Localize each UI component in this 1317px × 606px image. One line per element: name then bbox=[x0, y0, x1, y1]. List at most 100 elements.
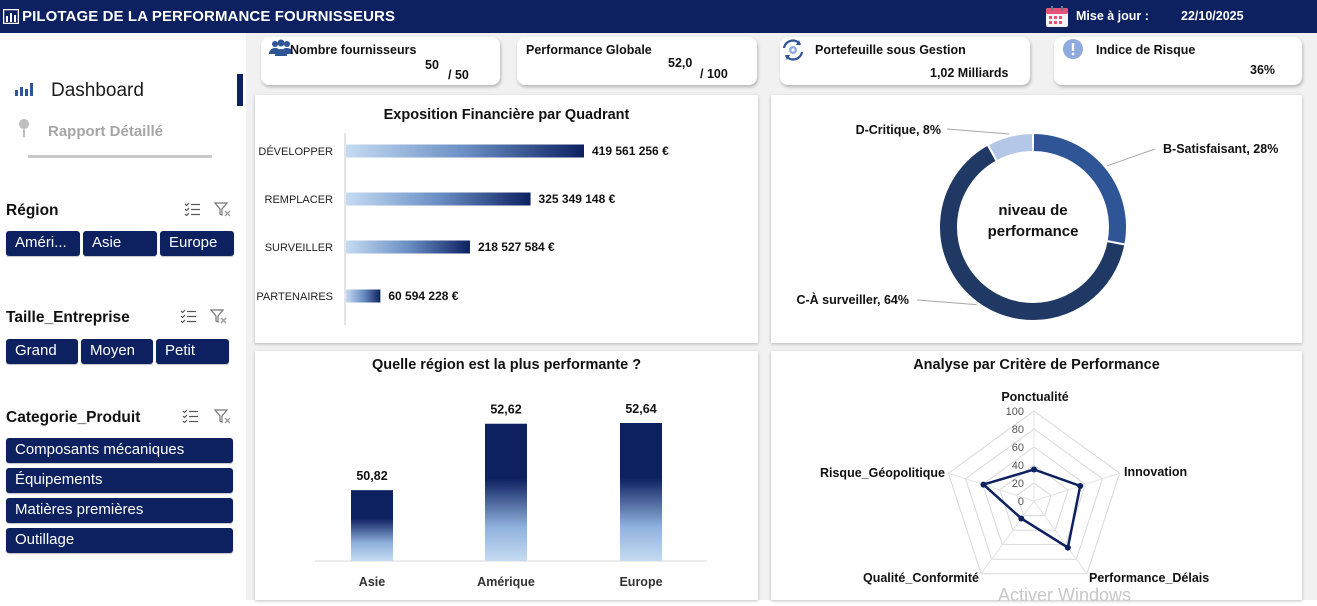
leader-line bbox=[916, 299, 977, 306]
size-slicer-title: Taille_Entreprise bbox=[6, 309, 130, 326]
chart-title: Quelle région est la plus performante ? bbox=[371, 357, 642, 373]
category-label: PARTENAIRES bbox=[256, 291, 333, 303]
category-label: DÉVELOPPER bbox=[258, 145, 333, 158]
multi-select-icon[interactable] bbox=[180, 309, 197, 323]
slicer-item-size-1[interactable]: Moyen bbox=[81, 339, 153, 364]
kpi-label: Portefeuille sous Gestion bbox=[815, 43, 966, 57]
slice-label: B-Satisfaisant, 28% bbox=[1163, 142, 1278, 156]
kpi-value: 50 bbox=[425, 58, 439, 72]
donut-center-text: niveau de bbox=[998, 202, 1067, 219]
radar-tick-label: 40 bbox=[1012, 460, 1024, 472]
bar bbox=[346, 144, 584, 158]
slicer-item-category-2[interactable]: Matières premières bbox=[6, 498, 233, 523]
kpi-suffix: / 100 bbox=[700, 67, 728, 81]
radar-grid-ring bbox=[999, 464, 1069, 531]
slicer-item-region-2[interactable]: Europe bbox=[160, 231, 234, 256]
kpi-value: 52,0 bbox=[668, 56, 693, 70]
kpi-suffix: / 50 bbox=[448, 68, 469, 82]
radar-tick-label: 0 bbox=[1018, 496, 1024, 508]
bar bbox=[620, 423, 662, 561]
slicer-item-size-2[interactable]: Petit bbox=[156, 339, 229, 364]
kpi-label: Nombre fournisseurs bbox=[290, 43, 417, 57]
bar bbox=[346, 192, 531, 206]
radar-axis-label: Qualité_Conformité bbox=[863, 571, 979, 585]
radar-spoke bbox=[1033, 500, 1088, 575]
kpi-value: 1,02 Milliards bbox=[930, 66, 1009, 80]
calendar-icon bbox=[1046, 6, 1068, 27]
donut-slice bbox=[986, 131, 1034, 163]
donut-center-text: performance bbox=[988, 223, 1079, 240]
criteria-radar-panel: Analyse par Critère de Performance 0 20 40… bbox=[771, 351, 1302, 600]
kpi-card-portfolio: Portefeuille sous Gestion 1,02 Milliards bbox=[780, 37, 1030, 85]
update-date: 22/10/2025 bbox=[1181, 9, 1244, 23]
radar-axis-label: Ponctualité bbox=[1001, 390, 1068, 404]
data-label: 325 349 148 € bbox=[539, 192, 616, 206]
nav-dashboard[interactable]: Dashboard bbox=[51, 80, 144, 101]
performance-donut-panel: B-Satisfaisant, 28% C-À surveiller, 64% D-… bbox=[771, 95, 1302, 343]
chart-title: Exposition Financière par Quadrant bbox=[383, 107, 630, 123]
exposure-chart-panel: Exposition Financière par Quadrant DÉVEL… bbox=[255, 95, 758, 343]
users-icon bbox=[269, 39, 293, 56]
radar-grid-ring bbox=[1016, 482, 1052, 517]
radar-spoke bbox=[980, 500, 1035, 575]
radar-point bbox=[1077, 482, 1084, 489]
category-label: REMPLACER bbox=[265, 194, 334, 206]
radar-point bbox=[980, 481, 987, 488]
clear-filter-icon[interactable] bbox=[214, 202, 231, 217]
radar-tick-label: 60 bbox=[1012, 442, 1024, 454]
clear-filter-icon[interactable] bbox=[214, 409, 231, 424]
kpi-value: 36% bbox=[1250, 63, 1276, 77]
category-label: Europe bbox=[619, 575, 662, 589]
region-slicer-title: Région bbox=[6, 202, 59, 219]
data-label: 52,62 bbox=[490, 403, 521, 417]
slicer-item-region-1[interactable]: Asie bbox=[83, 231, 157, 256]
slice-label: C-À surveiller, 64% bbox=[796, 292, 909, 307]
radar-series-line bbox=[981, 468, 1082, 550]
bar bbox=[485, 423, 527, 561]
windows-activation-watermark: Activer Windows bbox=[998, 585, 1132, 605]
slicer-item-region-0[interactable]: Améri... bbox=[6, 231, 80, 256]
kpi-card-performance: Performance Globale 52,0 / 100 bbox=[517, 37, 757, 85]
category-slicer-title: Categorie_Produit bbox=[6, 409, 141, 426]
chart-title: Analyse par Critère de Performance bbox=[913, 357, 1160, 373]
radar-grid-ring bbox=[964, 428, 1104, 560]
radar-point bbox=[1064, 544, 1071, 551]
region-chart-panel: Quelle région est la plus performante ? … bbox=[255, 351, 758, 600]
kpi-card-risk: Indice de Risque 36% bbox=[1054, 37, 1302, 85]
leader-line bbox=[1106, 148, 1156, 167]
refresh-gear-icon bbox=[782, 39, 804, 61]
slicer-item-category-3[interactable]: Outillage bbox=[6, 528, 233, 553]
pin-icon bbox=[19, 119, 29, 137]
header-bar: PILOTAGE DE LA PERFORMANCE FOURNISSEURS … bbox=[0, 0, 1317, 33]
data-label: 50,82 bbox=[356, 469, 387, 483]
radar-tick-label: 20 bbox=[1012, 478, 1024, 490]
radar-spoke bbox=[948, 472, 1035, 502]
slicer-item-category-0[interactable]: Composants mécaniques bbox=[6, 438, 233, 463]
radar-tick-label: 80 bbox=[1012, 424, 1024, 436]
nav-divider bbox=[28, 155, 212, 158]
bar bbox=[351, 490, 393, 561]
exclamation-circle-icon bbox=[1063, 39, 1083, 59]
slicer-item-category-1[interactable]: Équipements bbox=[6, 468, 233, 493]
radar-spoke bbox=[1033, 472, 1120, 502]
dashboard-logo-icon bbox=[3, 9, 19, 24]
data-label: 419 561 256 € bbox=[592, 144, 669, 158]
radar-grid-ring bbox=[947, 410, 1121, 575]
kpi-label: Performance Globale bbox=[526, 43, 652, 57]
category-label: Asie bbox=[359, 575, 385, 589]
slice-label: D-Critique, 8% bbox=[856, 123, 941, 137]
nav-detailed-report[interactable]: Rapport Détaillé bbox=[48, 123, 164, 140]
radar-point bbox=[1031, 466, 1037, 473]
category-label: SURVEILLER bbox=[265, 242, 333, 254]
clear-filter-icon[interactable] bbox=[210, 309, 227, 324]
slicer-item-size-0[interactable]: Grand bbox=[6, 339, 78, 364]
radar-axis-label: Risque_Géopolitique bbox=[820, 466, 945, 480]
data-label: 52,64 bbox=[625, 402, 656, 416]
multi-select-icon[interactable] bbox=[184, 202, 201, 216]
bar bbox=[346, 289, 381, 303]
multi-select-icon[interactable] bbox=[182, 409, 199, 423]
bar-chart-icon bbox=[15, 83, 33, 96]
bar bbox=[346, 240, 470, 254]
page-title: PILOTAGE DE LA PERFORMANCE FOURNISSEURS bbox=[22, 8, 396, 25]
region-bar-chart: 50,82 Asie 52,62 Amérique 52,64 Europe bbox=[315, 402, 707, 589]
